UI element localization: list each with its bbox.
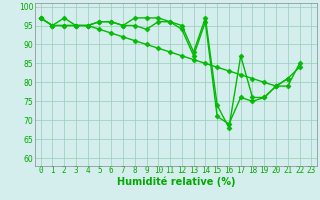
X-axis label: Humidité relative (%): Humidité relative (%) — [117, 177, 235, 187]
